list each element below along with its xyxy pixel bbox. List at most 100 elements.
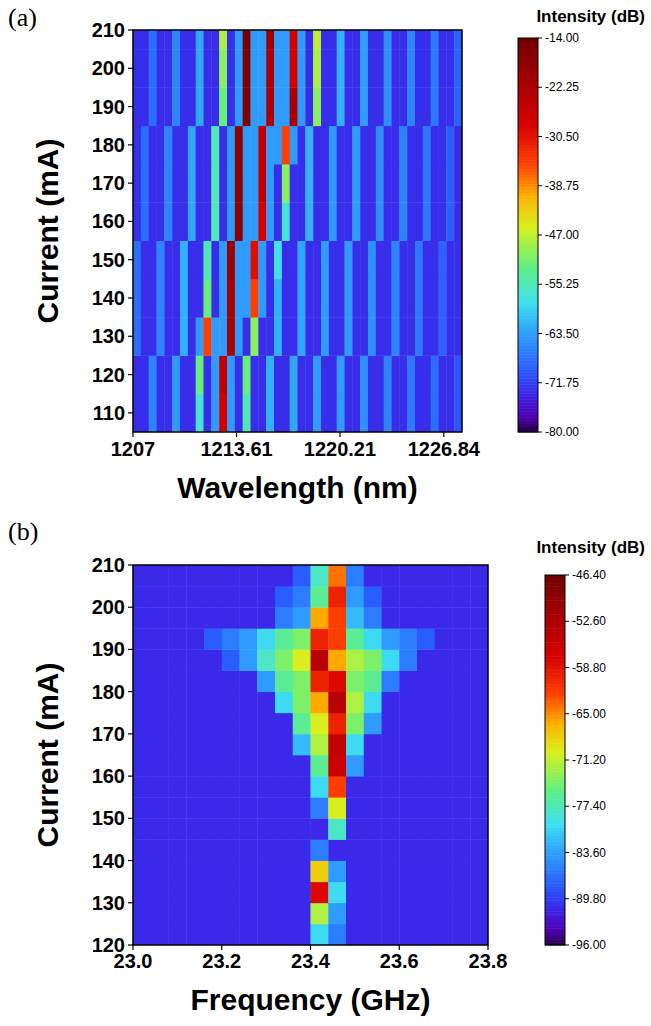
- heat-cell: [329, 394, 337, 432]
- y-tick: [128, 733, 133, 734]
- heat-cell: [196, 355, 204, 394]
- colorbar-step: [518, 265, 538, 268]
- heat-cell: [227, 164, 235, 203]
- colorbar-step: [518, 220, 538, 223]
- colorbar-step: [518, 38, 538, 41]
- heat-cell: [399, 713, 417, 735]
- heat-cell: [133, 734, 151, 756]
- heat-cell: [392, 87, 400, 126]
- colorbar-step: [518, 283, 538, 286]
- heat-cell: [329, 30, 337, 50]
- heat-cell: [290, 241, 298, 280]
- heat-cell: [321, 241, 329, 280]
- heat-cell: [439, 30, 447, 50]
- heat-cell: [149, 241, 157, 280]
- heat-cell: [133, 861, 151, 883]
- heat-cell: [345, 30, 353, 50]
- heat-cell: [257, 903, 275, 925]
- heat-cell: [346, 586, 364, 608]
- heat-cell: [196, 126, 204, 165]
- heat-cell: [204, 394, 212, 432]
- heat-cell: [470, 776, 488, 798]
- heat-cell: [257, 692, 275, 714]
- heat-cell: [435, 713, 453, 735]
- heat-cell: [346, 649, 364, 671]
- heat-cell: [446, 355, 454, 394]
- colorbar-step: [518, 59, 538, 62]
- heat-cell: [415, 87, 423, 126]
- heat-cell: [311, 607, 329, 629]
- heat-cell: [415, 355, 423, 394]
- heat-cell: [423, 317, 431, 356]
- heat-cell: [321, 202, 329, 241]
- heat-cell: [172, 30, 180, 50]
- colorbar-step: [518, 262, 538, 265]
- heat-cell: [360, 126, 368, 165]
- heat-cell: [196, 394, 204, 432]
- heat-cell: [204, 924, 222, 945]
- heat-cell: [282, 394, 290, 432]
- heat-cell: [151, 776, 169, 798]
- colorbar-step: [518, 104, 538, 107]
- colorbar-step: [518, 98, 538, 101]
- heat-cell: [415, 49, 423, 88]
- colorbar-step: [518, 169, 538, 172]
- colorbar-tick: [538, 38, 542, 39]
- heat-cell: [346, 924, 364, 945]
- x-tick-label: 23.8: [469, 950, 508, 972]
- heat-cell: [384, 317, 392, 356]
- colorbar-step: [518, 393, 538, 396]
- heat-cell: [257, 628, 275, 650]
- heat-cell: [196, 279, 204, 318]
- heat-cell: [376, 241, 384, 280]
- heat-cell: [392, 241, 400, 280]
- heat-cell: [169, 671, 187, 693]
- heat-cell: [453, 755, 471, 777]
- colorbar-tick-label: -30.50: [545, 130, 579, 144]
- heat-cell: [328, 649, 346, 671]
- heat-cell: [257, 755, 275, 777]
- heat-cell: [180, 394, 188, 432]
- heat-cell: [321, 164, 329, 203]
- colorbar-step: [518, 372, 538, 375]
- heat-cell: [275, 628, 293, 650]
- heat-cell: [204, 87, 212, 126]
- heat-cell: [446, 317, 454, 356]
- colorbar-step: [518, 145, 538, 148]
- y-tick-label: 170: [92, 723, 125, 745]
- heat-cell: [376, 355, 384, 394]
- colorbar-tick: [565, 760, 569, 761]
- y-tick: [128, 68, 133, 69]
- heat-cell: [346, 882, 364, 904]
- heat-cell: [180, 87, 188, 126]
- heat-cell: [376, 279, 384, 318]
- heat-cell: [219, 355, 227, 394]
- heat-cell: [266, 355, 274, 394]
- heat-cell: [311, 797, 329, 819]
- heat-cell: [453, 628, 471, 650]
- heat-cell: [454, 241, 462, 280]
- heat-cell: [196, 317, 204, 356]
- heat-cell: [435, 776, 453, 798]
- heat-cell: [275, 734, 293, 756]
- heat-cell: [435, 586, 453, 608]
- colorbar-title: Intensity (dB): [536, 538, 645, 557]
- heat-cell: [305, 394, 313, 432]
- colorbar-step: [518, 313, 538, 316]
- heat-cell: [151, 924, 169, 945]
- heat-cell: [211, 30, 219, 50]
- heat-cell: [470, 734, 488, 756]
- colorbar-tick-label: -80.00: [545, 425, 579, 439]
- heat-cell: [240, 755, 258, 777]
- colorbar-frame: [518, 38, 538, 432]
- heat-cell: [188, 279, 196, 318]
- heat-cell: [164, 164, 172, 203]
- colorbar-step: [518, 244, 538, 247]
- heat-cell: [186, 861, 204, 883]
- heat-cell: [435, 839, 453, 861]
- heat-cell: [368, 30, 376, 50]
- heat-cell: [290, 317, 298, 356]
- heat-cell: [222, 882, 240, 904]
- heat-cell: [376, 49, 384, 88]
- heat-cell: [337, 241, 345, 280]
